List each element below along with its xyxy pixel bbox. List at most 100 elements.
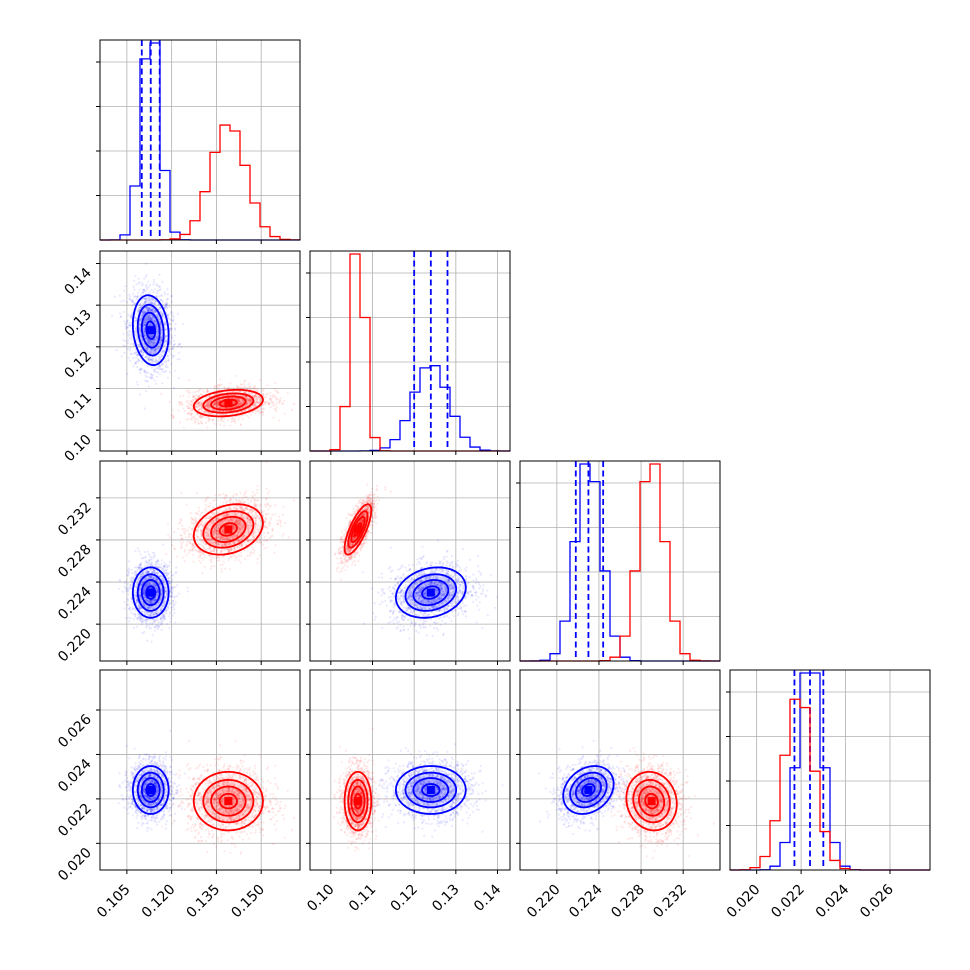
sample-point xyxy=(145,346,149,349)
sample-point xyxy=(128,337,131,340)
sample-point xyxy=(177,376,180,380)
sample-point xyxy=(129,617,132,620)
sample-point xyxy=(216,387,219,390)
sample-point xyxy=(232,386,235,389)
sample-point xyxy=(158,373,162,376)
sample-point xyxy=(233,419,236,422)
sample-point xyxy=(171,608,174,611)
sample-point xyxy=(182,407,185,410)
sample-point xyxy=(219,423,222,426)
sample-point xyxy=(217,384,220,387)
sample-point xyxy=(150,373,153,376)
sample-point xyxy=(147,350,150,353)
sample-point xyxy=(145,300,148,303)
sample-point xyxy=(278,419,281,422)
sample-point xyxy=(128,620,131,623)
sample-point xyxy=(130,612,133,615)
sample-point xyxy=(269,394,272,398)
sample-point xyxy=(140,284,143,287)
sample-point xyxy=(134,333,137,337)
sample-point xyxy=(174,601,177,604)
sample-point xyxy=(123,601,126,604)
sample-point xyxy=(164,571,168,575)
sample-point xyxy=(143,321,146,324)
sample-point xyxy=(200,422,203,425)
sample-point xyxy=(226,419,229,422)
sample-point xyxy=(135,298,138,301)
sample-point xyxy=(187,405,190,408)
sample-point xyxy=(262,388,265,391)
sample-point xyxy=(163,561,166,565)
sample-point xyxy=(151,316,154,319)
sample-point xyxy=(127,339,130,342)
sample-point xyxy=(147,385,150,388)
sample-point xyxy=(139,317,142,320)
sample-point xyxy=(134,348,137,351)
sample-point xyxy=(168,560,171,564)
sample-point xyxy=(136,295,139,298)
sample-point xyxy=(154,358,158,361)
density-peak xyxy=(224,399,233,408)
sample-point xyxy=(162,569,165,572)
sample-point xyxy=(166,622,169,626)
sample-point xyxy=(190,418,193,421)
sample-point xyxy=(132,365,135,368)
sample-point xyxy=(133,566,136,569)
sample-point xyxy=(137,282,140,285)
sample-point xyxy=(166,376,169,379)
sample-point xyxy=(131,298,134,301)
sample-point xyxy=(229,382,232,385)
sample-point xyxy=(133,352,136,355)
sample-point xyxy=(166,313,169,317)
sample-point xyxy=(171,408,174,411)
sample-point xyxy=(156,627,160,631)
sample-point xyxy=(186,399,189,402)
sample-point xyxy=(172,315,175,319)
sample-point xyxy=(176,358,179,361)
sample-point xyxy=(160,629,163,632)
sample-point xyxy=(169,318,172,321)
sample-point xyxy=(160,368,163,371)
sample-point xyxy=(157,317,160,321)
sample-point xyxy=(126,300,129,304)
sample-point xyxy=(136,360,139,363)
sample-point xyxy=(120,300,123,303)
sample-point xyxy=(126,347,129,350)
sample-point xyxy=(138,327,141,330)
sample-point xyxy=(146,365,149,368)
sample-point xyxy=(155,375,159,378)
sample-point xyxy=(139,393,142,396)
sample-point xyxy=(119,580,122,583)
sample-point xyxy=(130,352,133,355)
sample-point xyxy=(110,314,114,317)
sample-point xyxy=(119,315,122,318)
sample-point xyxy=(166,293,169,296)
sample-point xyxy=(124,340,127,343)
sample-point xyxy=(144,379,147,382)
sample-point xyxy=(237,418,240,421)
sample-point xyxy=(179,395,182,398)
sample-point xyxy=(190,407,194,410)
sample-point xyxy=(234,374,237,377)
sample-point xyxy=(176,313,179,316)
sample-point xyxy=(219,418,222,421)
sample-point xyxy=(168,602,171,605)
sample-point xyxy=(156,284,159,287)
panel-1-0: 0.100.110.120.130.14 xyxy=(61,250,301,465)
sample-point xyxy=(187,401,190,405)
sample-point xyxy=(135,283,138,286)
sample-point xyxy=(176,584,179,587)
sample-point xyxy=(236,384,239,387)
sample-point xyxy=(127,334,130,337)
sample-point xyxy=(191,415,194,419)
sample-point xyxy=(151,310,154,313)
sample-point xyxy=(144,564,147,567)
sample-point xyxy=(139,368,142,371)
sample-point xyxy=(172,343,175,346)
sample-point xyxy=(126,582,129,585)
sample-point xyxy=(242,383,245,386)
sample-point xyxy=(127,357,130,360)
sample-point xyxy=(133,303,136,306)
sample-point xyxy=(206,389,209,392)
sample-point xyxy=(129,359,132,363)
